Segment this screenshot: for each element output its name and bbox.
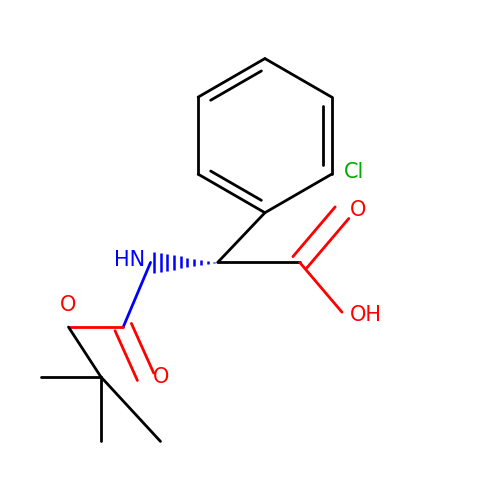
Text: OH: OH (350, 304, 382, 324)
Text: O: O (350, 200, 366, 220)
Text: O: O (153, 367, 170, 387)
Text: O: O (60, 294, 76, 314)
Text: HN: HN (114, 250, 146, 270)
Text: Cl: Cl (344, 162, 364, 182)
